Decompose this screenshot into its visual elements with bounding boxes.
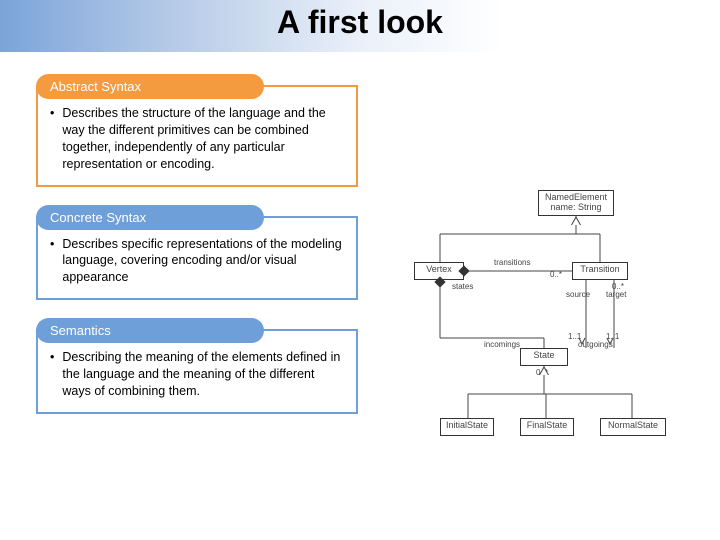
bullet-icon: •	[50, 349, 54, 400]
diagram-label: incomings	[484, 340, 520, 349]
diagram-label: outgoings	[578, 340, 613, 349]
generalization-icon	[571, 216, 581, 225]
section-concrete: Concrete Syntax • Describes specific rep…	[36, 205, 358, 301]
diagram-label: 0..*	[550, 270, 562, 279]
diagram-node: State	[520, 348, 568, 366]
section-abstract: Abstract Syntax • Describes the structur…	[36, 74, 358, 187]
diagram-node: FinalState	[520, 418, 574, 436]
section-semantics: Semantics • Describing the meaning of th…	[36, 318, 358, 414]
section-bullet: • Describing the meaning of the elements…	[50, 349, 344, 400]
section-label: Abstract Syntax	[36, 74, 264, 99]
section-body-text: Describes the structure of the language …	[62, 105, 344, 173]
section-label: Semantics	[36, 318, 264, 343]
diagram-node: InitialState	[440, 418, 494, 436]
section-label: Concrete Syntax	[36, 205, 264, 230]
section-body-text: Describing the meaning of the elements d…	[62, 349, 344, 400]
diagram-node: NormalState	[600, 418, 666, 436]
page-title: A first look	[0, 4, 720, 41]
section-bullet: • Describes specific representations of …	[50, 236, 344, 287]
bullet-icon: •	[50, 236, 54, 287]
diagram-label: source	[566, 290, 590, 299]
diagram-node: Transition	[572, 262, 628, 280]
section-body-box: • Describes the structure of the languag…	[36, 85, 358, 187]
bullet-icon: •	[50, 105, 54, 173]
uml-diagram: NamedElementname: StringVertexTransition…	[400, 190, 700, 460]
diagram-label: states	[452, 282, 473, 291]
diagram-label: transitions	[494, 258, 530, 267]
generalization-icon	[539, 366, 549, 375]
diagram-node: NamedElementname: String	[538, 190, 614, 216]
section-body-text: Describes specific representations of th…	[62, 236, 344, 287]
section-bullet: • Describes the structure of the languag…	[50, 105, 344, 173]
diagram-label: target	[606, 290, 626, 299]
sections-column: Abstract Syntax • Describes the structur…	[36, 74, 358, 432]
